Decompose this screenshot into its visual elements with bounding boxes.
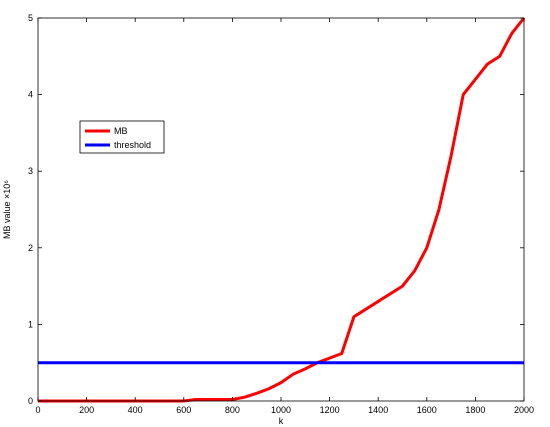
x-tick-label: 1200 [320,405,340,415]
y-tick-label: 4 [28,90,33,100]
x-tick-label: 2000 [514,405,534,415]
y-axis-title: MB value ×10⁶ [2,180,12,239]
x-tick-label: 200 [79,405,94,415]
plot-background [38,18,524,401]
y-tick-label: 1 [28,319,33,329]
x-tick-label: 1400 [368,405,388,415]
x-tick-label: 600 [176,405,191,415]
x-tick-label: 1000 [271,405,291,415]
x-tick-label: 1800 [465,405,485,415]
ticks-layer: 0 200 400 600 800 1000 1200 1400 1600 1800 2000 0 1 2… [28,13,534,415]
x-axis-title: k [279,416,284,426]
y-tick-label: 0 [28,396,33,406]
x-tick-label: 0 [35,405,40,415]
legend: MB threshold [79,120,165,154]
x-tick-label: 1600 [417,405,437,415]
plot-area [38,18,524,401]
x-tick-label: 400 [128,405,143,415]
legend-label: threshold [114,140,151,150]
y-tick-label: 2 [28,243,33,253]
legend-box [79,120,165,154]
y-tick-label: 5 [28,13,33,23]
legend-label: MB [114,126,128,136]
x-tick-label: 800 [225,405,240,415]
y-tick-label: 3 [28,166,33,176]
